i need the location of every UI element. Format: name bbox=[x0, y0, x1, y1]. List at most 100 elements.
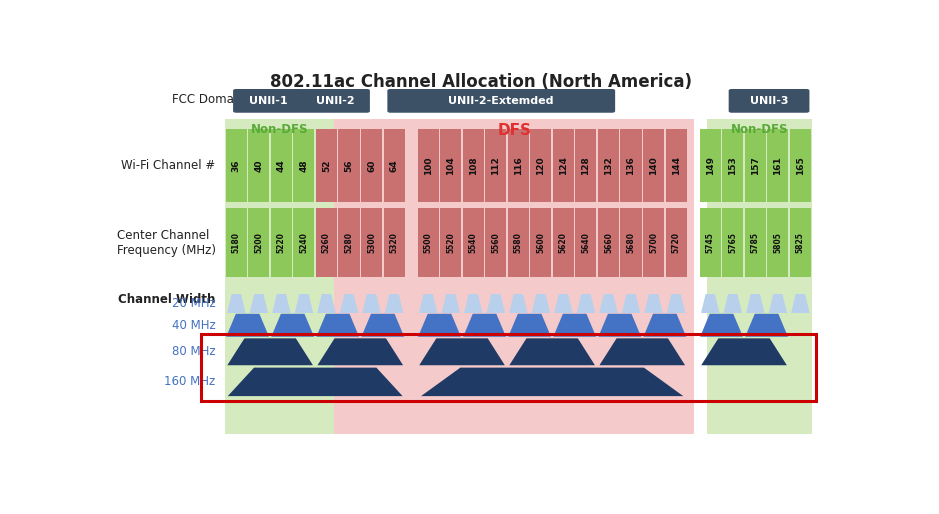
Polygon shape bbox=[464, 294, 483, 313]
Text: 40: 40 bbox=[254, 159, 263, 172]
Text: 140: 140 bbox=[649, 156, 658, 175]
Bar bbox=[293, 129, 315, 202]
Text: 108: 108 bbox=[469, 156, 478, 175]
Polygon shape bbox=[769, 294, 787, 313]
Polygon shape bbox=[421, 368, 684, 396]
Text: 44: 44 bbox=[277, 159, 285, 172]
Text: 5580: 5580 bbox=[514, 232, 523, 253]
Bar bbox=[767, 129, 789, 202]
Bar bbox=[418, 208, 439, 278]
Polygon shape bbox=[385, 294, 403, 313]
Bar bbox=[316, 129, 337, 202]
Polygon shape bbox=[226, 314, 269, 337]
Text: Non-DFS: Non-DFS bbox=[251, 123, 308, 136]
Text: 5805: 5805 bbox=[774, 232, 782, 253]
Bar bbox=[248, 208, 269, 278]
Bar bbox=[700, 208, 721, 278]
Text: Channel Width: Channel Width bbox=[118, 293, 216, 306]
Text: 80 MHz: 80 MHz bbox=[172, 345, 216, 358]
Polygon shape bbox=[792, 294, 809, 313]
Text: 116: 116 bbox=[514, 156, 523, 175]
Text: UNII-2: UNII-2 bbox=[316, 96, 354, 106]
Bar bbox=[418, 129, 439, 202]
Polygon shape bbox=[463, 314, 506, 337]
Bar bbox=[700, 129, 721, 202]
Text: 5280: 5280 bbox=[345, 232, 353, 253]
Text: 5300: 5300 bbox=[367, 232, 376, 253]
Text: 20 MHz: 20 MHz bbox=[172, 297, 216, 310]
Polygon shape bbox=[509, 338, 595, 365]
Polygon shape bbox=[599, 294, 618, 313]
Bar bbox=[576, 129, 596, 202]
Bar bbox=[225, 119, 334, 285]
Bar bbox=[621, 129, 641, 202]
Polygon shape bbox=[644, 294, 663, 313]
Text: 56: 56 bbox=[345, 159, 353, 172]
Text: 100: 100 bbox=[423, 156, 433, 175]
Polygon shape bbox=[362, 314, 404, 337]
Text: 5320: 5320 bbox=[390, 232, 398, 253]
Text: 5765: 5765 bbox=[729, 232, 737, 253]
Polygon shape bbox=[316, 314, 359, 337]
Polygon shape bbox=[272, 294, 291, 313]
Bar bbox=[553, 208, 574, 278]
Text: 132: 132 bbox=[604, 156, 613, 175]
Polygon shape bbox=[746, 314, 788, 337]
Bar bbox=[508, 129, 529, 202]
Text: DFS: DFS bbox=[498, 123, 531, 138]
Polygon shape bbox=[486, 294, 505, 313]
Polygon shape bbox=[599, 338, 685, 365]
Bar bbox=[666, 129, 686, 202]
Text: 60: 60 bbox=[367, 159, 376, 172]
Text: 40 MHz: 40 MHz bbox=[172, 319, 216, 332]
Text: UNII-3: UNII-3 bbox=[750, 96, 789, 106]
Bar bbox=[598, 129, 619, 202]
Text: 5620: 5620 bbox=[559, 232, 568, 253]
Text: 5220: 5220 bbox=[277, 232, 285, 253]
Text: 5745: 5745 bbox=[706, 232, 715, 253]
Polygon shape bbox=[553, 314, 596, 337]
Polygon shape bbox=[508, 314, 551, 337]
Polygon shape bbox=[295, 294, 314, 313]
Bar bbox=[383, 129, 405, 202]
Bar bbox=[745, 129, 766, 202]
Bar bbox=[270, 208, 292, 278]
Text: 5785: 5785 bbox=[751, 232, 760, 253]
Bar bbox=[225, 208, 247, 278]
Text: Wi-Fi Channel #: Wi-Fi Channel # bbox=[121, 159, 216, 172]
Text: 120: 120 bbox=[536, 156, 546, 175]
Polygon shape bbox=[724, 294, 742, 313]
Bar bbox=[643, 129, 664, 202]
Text: 64: 64 bbox=[390, 159, 398, 172]
Bar bbox=[440, 129, 461, 202]
Bar bbox=[621, 208, 641, 278]
Bar bbox=[707, 119, 811, 285]
Bar bbox=[293, 208, 315, 278]
Bar bbox=[485, 129, 506, 202]
Text: Center Channel
Frequency (MHz): Center Channel Frequency (MHz) bbox=[116, 229, 216, 257]
Polygon shape bbox=[227, 338, 313, 365]
Text: 5825: 5825 bbox=[796, 232, 805, 253]
Bar bbox=[225, 285, 334, 434]
Polygon shape bbox=[419, 338, 505, 365]
Bar bbox=[643, 208, 664, 278]
Bar bbox=[334, 285, 695, 434]
Polygon shape bbox=[419, 294, 438, 313]
Bar bbox=[361, 208, 382, 278]
Bar bbox=[576, 208, 596, 278]
Text: 165: 165 bbox=[796, 156, 805, 175]
Text: 5240: 5240 bbox=[300, 232, 308, 253]
Text: 36: 36 bbox=[232, 159, 240, 172]
Polygon shape bbox=[317, 294, 336, 313]
Text: UNII-2-Extemded: UNII-2-Extemded bbox=[449, 96, 554, 106]
FancyBboxPatch shape bbox=[233, 89, 303, 113]
Text: 5180: 5180 bbox=[232, 232, 240, 253]
Bar bbox=[270, 129, 292, 202]
Text: 5720: 5720 bbox=[671, 232, 681, 253]
Text: 160 MHz: 160 MHz bbox=[164, 375, 216, 389]
FancyBboxPatch shape bbox=[729, 89, 809, 113]
Bar bbox=[707, 285, 811, 434]
Polygon shape bbox=[317, 338, 403, 365]
Bar bbox=[531, 129, 551, 202]
Polygon shape bbox=[577, 294, 595, 313]
